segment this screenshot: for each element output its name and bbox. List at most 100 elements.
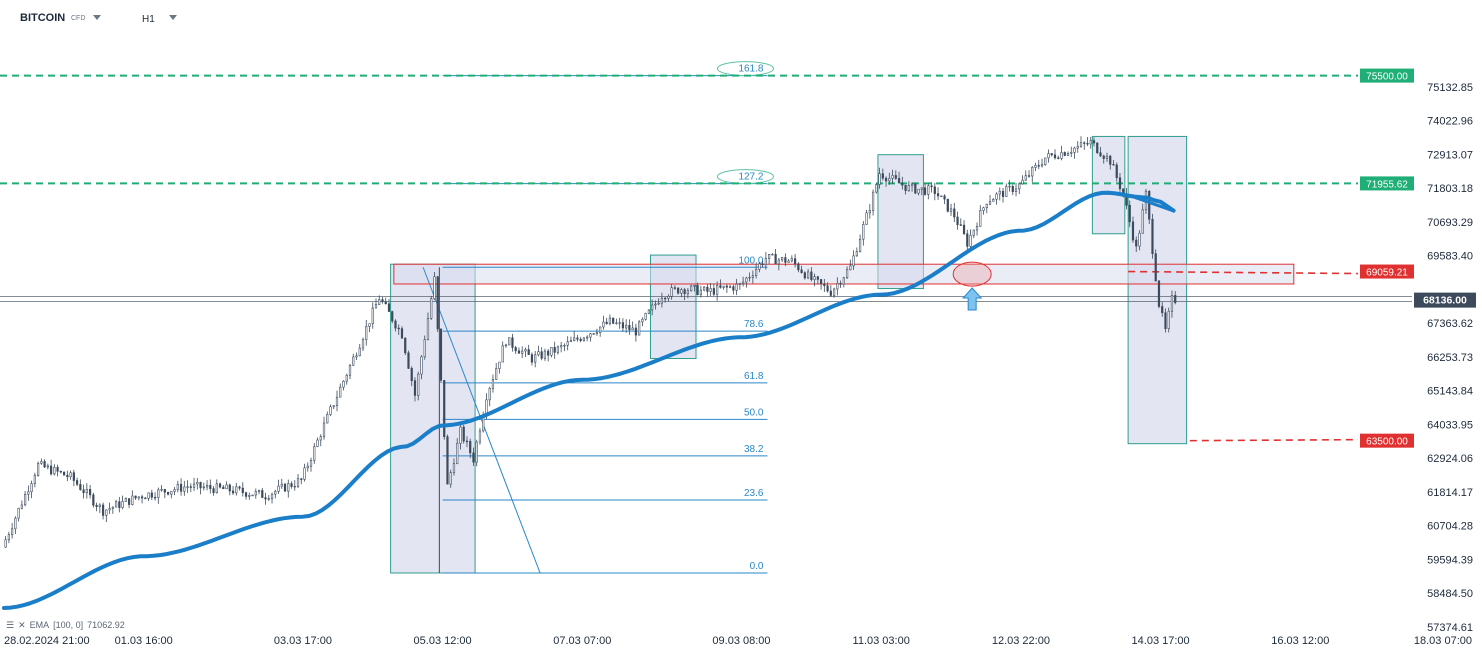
candle-body <box>576 337 579 340</box>
fib-level-label: 61.8 <box>744 371 764 382</box>
candle-body <box>306 465 309 469</box>
candle-body <box>768 254 771 259</box>
candle-body <box>628 324 631 331</box>
candle-body <box>280 483 283 487</box>
candle-body <box>742 281 745 284</box>
candle-body <box>465 440 469 443</box>
candle-body <box>845 269 849 279</box>
y-tick-label: 75132.85 <box>1427 82 1473 94</box>
candle-body <box>283 483 287 492</box>
candle-body <box>257 490 261 492</box>
candle-body <box>459 426 462 444</box>
candle-body <box>183 486 186 492</box>
symbol-chevron-down-icon[interactable] <box>93 15 101 20</box>
candle-body <box>348 364 352 376</box>
fib-level-label: 161.8 <box>738 64 763 75</box>
candle-body <box>50 465 53 475</box>
candle-body <box>982 207 985 211</box>
candle-body <box>735 283 738 291</box>
candle-body <box>355 355 358 358</box>
candle-body <box>342 380 345 388</box>
candle-body <box>137 496 140 499</box>
candle-body <box>777 259 780 265</box>
candle-body <box>488 388 491 401</box>
candle-body <box>1031 167 1034 177</box>
candle-body <box>436 276 439 330</box>
price-level-line <box>1189 438 1359 442</box>
candle-body <box>300 478 303 480</box>
candle-body <box>625 324 628 329</box>
x-tick-label: 12.03 22:00 <box>992 635 1050 647</box>
levels-layer[interactable]: 75500.00 71955.62 69059.21 63500.00 68136.00 <box>0 68 1476 448</box>
symbol-selector[interactable]: BITCOIN <box>20 12 66 24</box>
candle-body <box>20 504 23 509</box>
candle-body <box>579 338 582 341</box>
price-level-badge <box>1360 176 1414 191</box>
candle-body <box>1024 175 1027 181</box>
price-level-label: 69059.21 <box>1366 268 1408 279</box>
candle-body <box>420 356 423 375</box>
candle-body <box>472 452 475 463</box>
candle-body <box>1118 177 1122 190</box>
candle-body <box>53 467 56 475</box>
x-tick-label: 01.03 16:00 <box>115 635 173 647</box>
candle-body <box>836 283 839 290</box>
candle-body <box>677 287 680 294</box>
candle-body <box>205 485 209 488</box>
x-tick-label: 28.02.2024 21:00 <box>4 635 90 647</box>
candle-body <box>901 182 904 186</box>
candle-body <box>251 494 254 497</box>
candle-body <box>875 184 878 193</box>
candle-body <box>725 285 728 288</box>
candle-body <box>849 265 852 271</box>
candle-body <box>439 328 443 381</box>
candle-body <box>722 285 725 288</box>
candle-body <box>449 472 452 485</box>
candle-body <box>1167 310 1170 330</box>
candle-body <box>1148 190 1151 220</box>
candle-body <box>27 491 30 495</box>
candle-body <box>979 210 982 227</box>
candle-body <box>1154 253 1157 282</box>
candle-body <box>381 299 384 302</box>
candle-body <box>85 489 88 494</box>
candle-body <box>943 195 946 200</box>
candle-body <box>832 288 836 296</box>
candle-body <box>134 495 137 499</box>
candle-body <box>878 173 881 185</box>
menu-icon[interactable]: ☰ <box>6 620 15 630</box>
timeframe-chevron-down-icon[interactable] <box>169 15 177 20</box>
candle-body <box>664 297 667 300</box>
candle-body <box>657 302 660 305</box>
close-icon[interactable]: ✕ <box>18 620 26 630</box>
candle-body <box>631 327 634 331</box>
candle-body <box>556 346 560 353</box>
candle-body <box>573 337 576 341</box>
candle-body <box>1047 153 1050 159</box>
candle-body <box>605 321 608 324</box>
candle-body <box>988 201 992 205</box>
candle-body <box>46 465 49 468</box>
candle-body <box>527 349 530 355</box>
indicator-params: [100, 0] <box>53 620 84 630</box>
timeframe-selector[interactable]: H1 <box>142 14 155 25</box>
candle-body <box>910 183 914 186</box>
annotation-layer <box>952 195 1175 311</box>
candle-body <box>1060 152 1063 159</box>
candle-body <box>810 271 813 280</box>
candle-body <box>235 486 238 494</box>
candle-body <box>930 185 933 188</box>
candle-body <box>274 491 277 495</box>
candle-body <box>884 177 888 182</box>
candle-body <box>933 186 936 194</box>
y-tick-label: 65143.84 <box>1427 386 1473 398</box>
candle-body <box>98 504 101 508</box>
candle-body <box>599 326 602 334</box>
candle-body <box>612 317 615 324</box>
candle-body <box>1128 204 1131 223</box>
candles-layer <box>4 136 1177 573</box>
candle-body <box>153 496 157 499</box>
fibonacci-layer[interactable]: 0.0 23.6 38.2 50.0 61.8 78.6 100.0 127.2 161.8 <box>422 61 774 574</box>
candle-body <box>37 463 40 476</box>
